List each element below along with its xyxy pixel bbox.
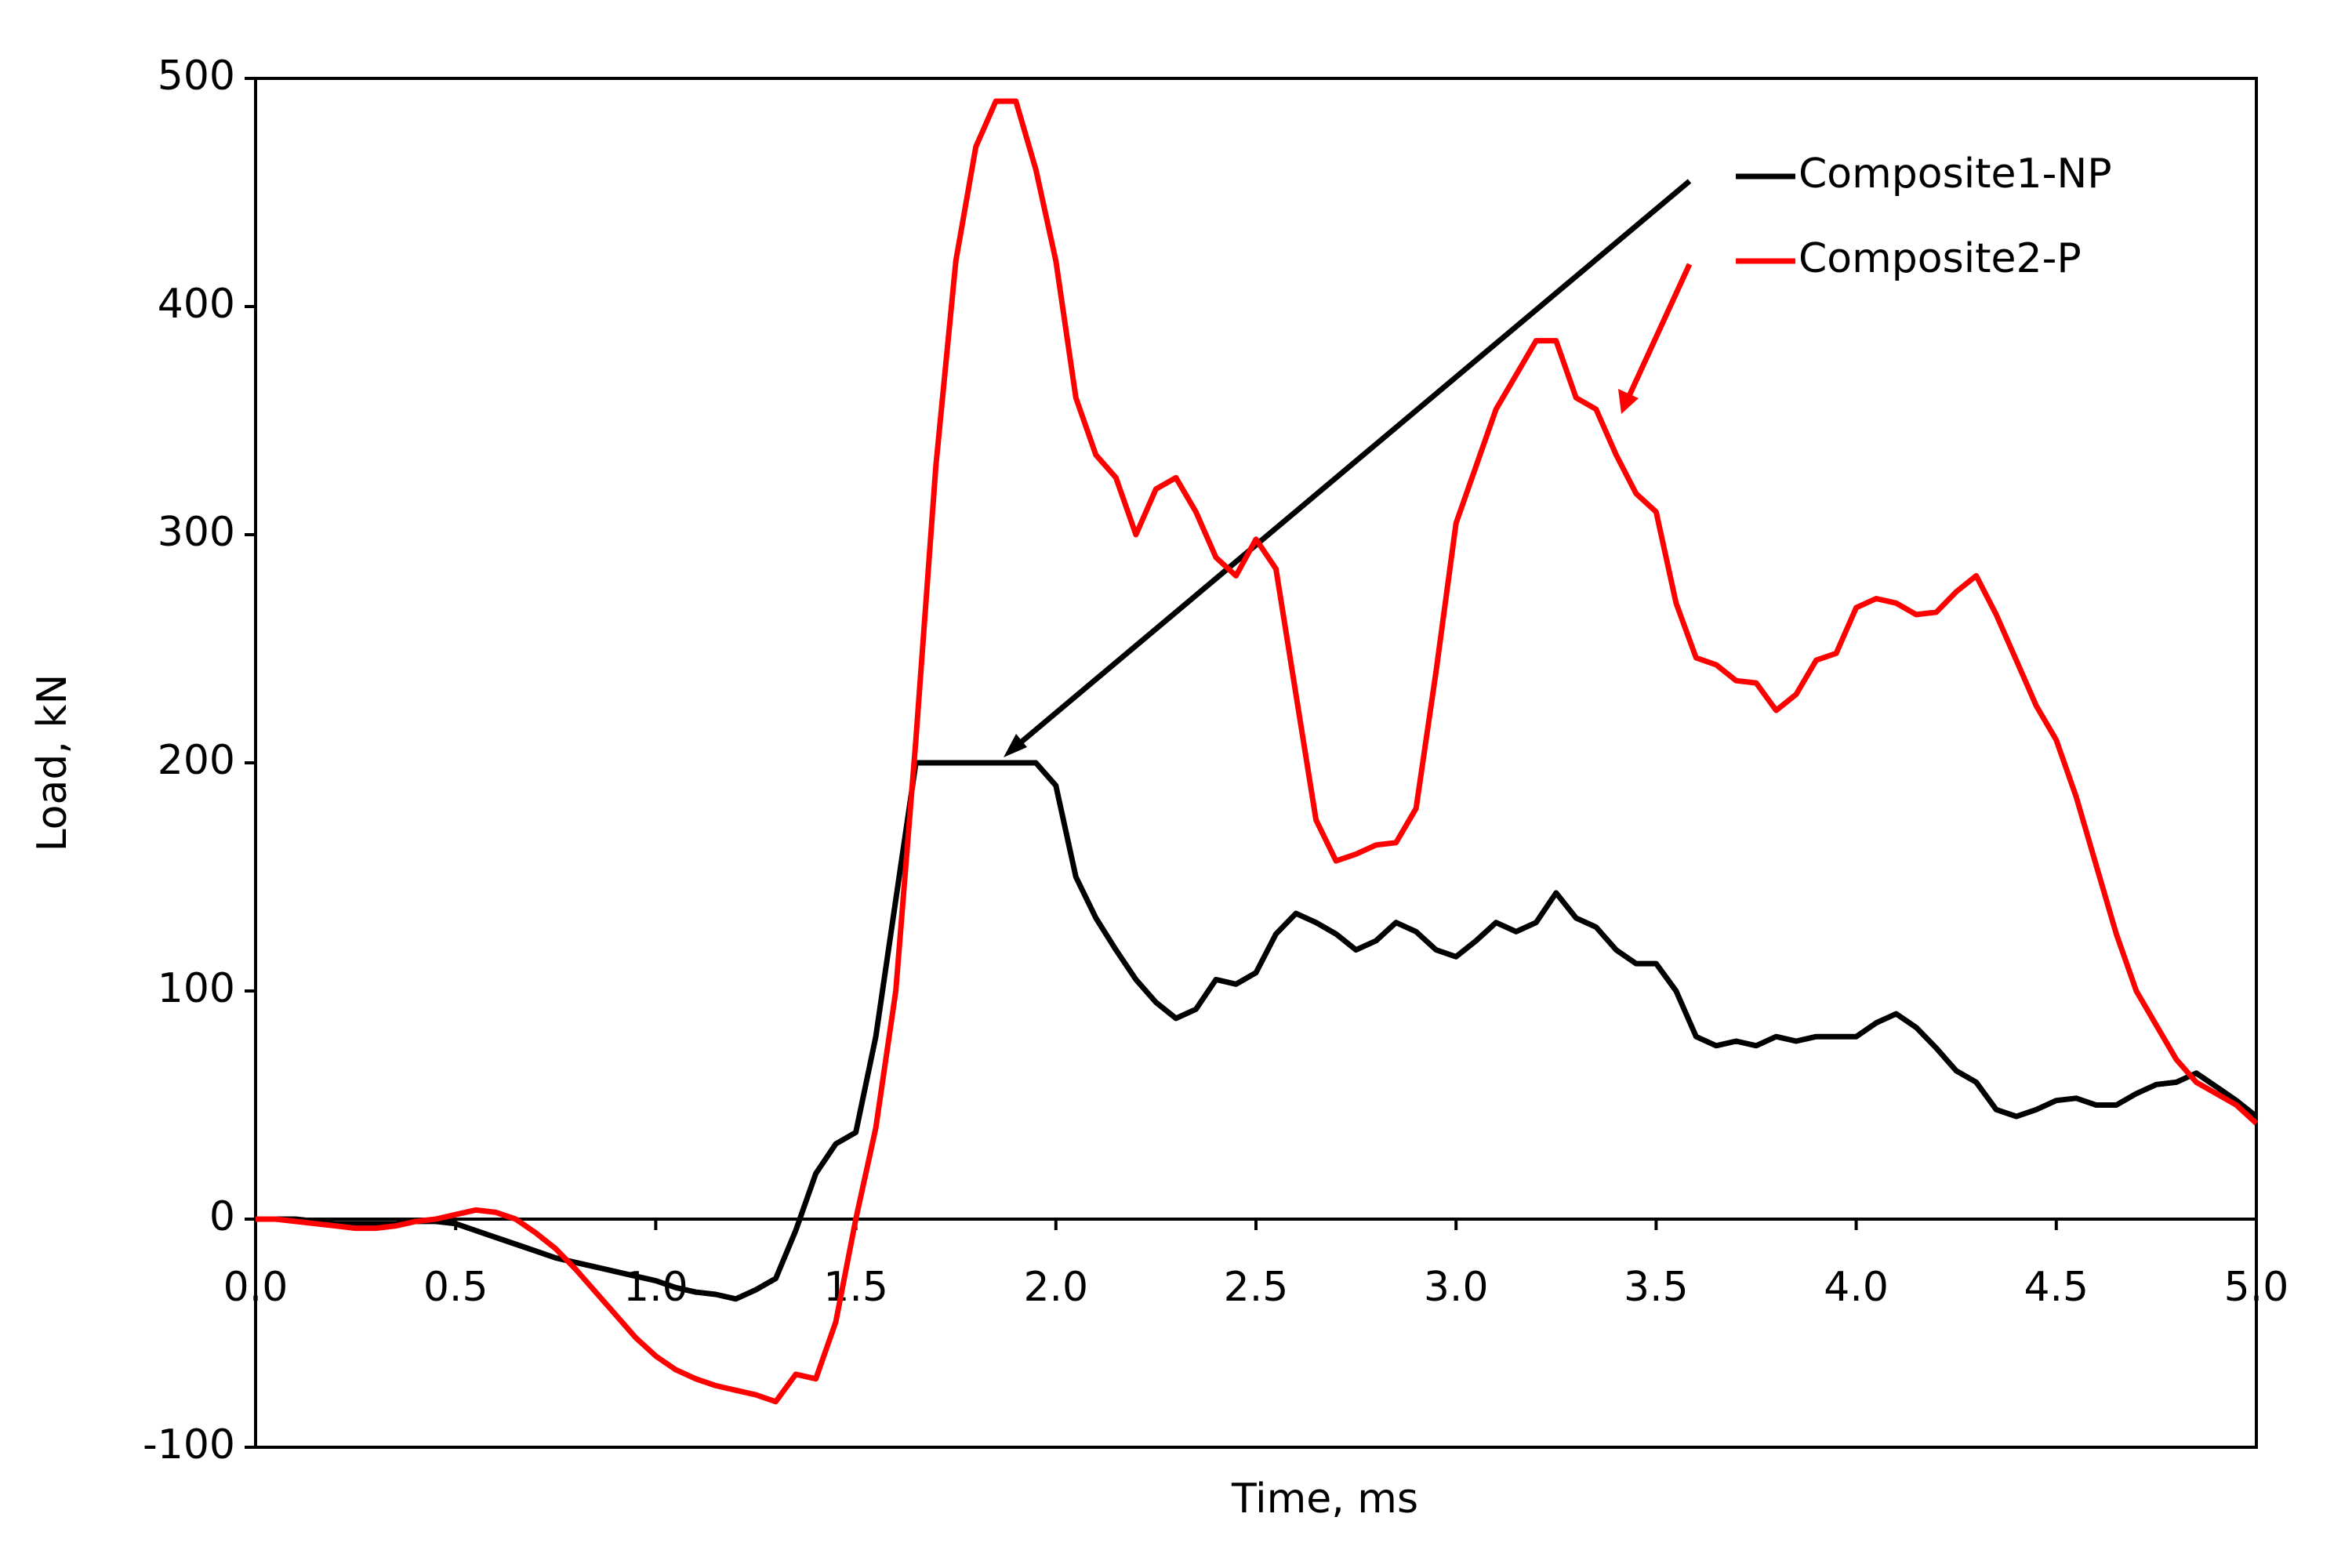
x-tick-label: 1.5 [823, 1264, 888, 1311]
y-tick-label: 0 [209, 1193, 235, 1240]
plot-frame [254, 77, 2258, 1449]
x-tick-label: 0.5 [423, 1264, 488, 1311]
annotation-arrow [1009, 179, 1692, 753]
y-tick-label: 100 [158, 965, 235, 1012]
x-tick-label: 4.0 [1824, 1264, 1889, 1311]
data-line [256, 98, 2259, 1405]
arrow-head [1004, 734, 1027, 757]
legend-label: Composite1-NP [1798, 151, 2112, 198]
y-tick-label: -100 [143, 1421, 235, 1468]
arrow-head [1618, 389, 1639, 414]
x-tick-label: 3.5 [1624, 1264, 1689, 1311]
x-tick-label: 0.0 [223, 1264, 289, 1311]
x-tick-label: 2.0 [1023, 1264, 1088, 1311]
x-tick-label: 5.0 [2224, 1264, 2289, 1311]
y-tick-label: 200 [158, 737, 235, 784]
annotation-arrow [1626, 263, 1693, 397]
y-tick-label: 400 [158, 281, 235, 328]
data-line [256, 760, 2259, 1302]
y-tick-label: 300 [158, 509, 235, 556]
x-axis-label: Time, ms [1231, 1475, 1418, 1523]
legend-label: Composite2-P [1798, 235, 2082, 282]
y-tick-label: 500 [158, 53, 235, 100]
x-tick-label: 4.5 [2024, 1264, 2089, 1311]
x-tick-label: 2.5 [1224, 1264, 1289, 1311]
x-tick-label: 3.0 [1424, 1264, 1489, 1311]
y-axis-label: Load, kN [29, 674, 76, 852]
